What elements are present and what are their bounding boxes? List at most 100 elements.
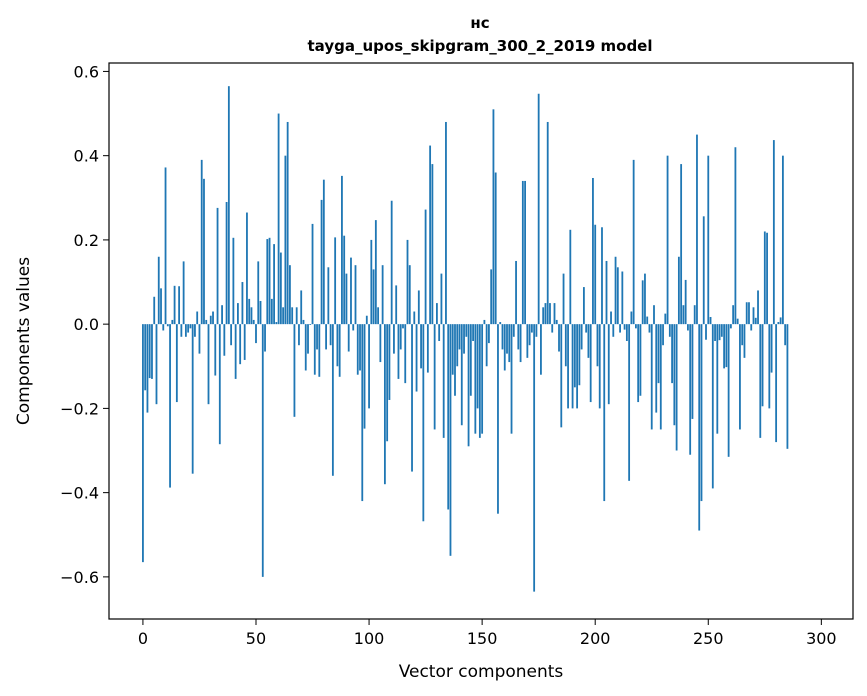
bar-106 xyxy=(381,265,384,325)
bar-220 xyxy=(639,324,642,396)
bar-211 xyxy=(619,324,621,333)
bar-91 xyxy=(347,324,350,352)
bar-195 xyxy=(582,287,585,325)
bar-80 xyxy=(322,179,325,325)
bar-68 xyxy=(295,307,298,325)
plot-frame xyxy=(108,62,854,620)
bar-71 xyxy=(302,319,305,325)
bar-29 xyxy=(207,324,210,405)
bar-88 xyxy=(341,175,343,325)
bar-277 xyxy=(768,324,771,409)
bar-128 xyxy=(431,164,434,325)
bar-219 xyxy=(637,324,640,403)
bar-233 xyxy=(668,324,671,337)
bar-207 xyxy=(610,311,612,325)
bar-160 xyxy=(503,324,506,371)
bar-142 xyxy=(463,324,465,354)
bar-90 xyxy=(345,273,348,325)
bar-210 xyxy=(616,267,619,325)
bar-35 xyxy=(221,305,223,325)
bar-190 xyxy=(571,324,574,409)
bar-97 xyxy=(361,324,364,502)
bar-4 xyxy=(151,324,153,379)
bar-134 xyxy=(445,121,447,325)
bar-278 xyxy=(770,324,773,373)
bar-256 xyxy=(720,324,723,337)
bar-56 xyxy=(268,237,271,325)
bar-157 xyxy=(497,324,499,514)
bar-237 xyxy=(677,256,680,325)
bar-24 xyxy=(196,311,199,325)
bar-67 xyxy=(293,324,296,417)
bar-150 xyxy=(481,324,484,434)
bar-26 xyxy=(200,159,203,325)
bar-45 xyxy=(243,324,246,360)
bar-185 xyxy=(560,324,563,428)
bar-179 xyxy=(546,121,549,325)
bar-122 xyxy=(417,290,420,325)
x-axis-ticks: 0 50 100 150 200 250 300 xyxy=(138,619,837,648)
bar-37 xyxy=(225,202,228,325)
bar-38 xyxy=(227,86,230,325)
y-tick-label-0: −0.6 xyxy=(60,568,99,587)
bar-148 xyxy=(476,324,479,409)
bar-167 xyxy=(519,324,522,363)
bar-181 xyxy=(551,324,554,333)
bar-48 xyxy=(250,307,253,325)
bar-245 xyxy=(696,134,698,325)
bar-40 xyxy=(232,237,235,325)
bar-236 xyxy=(675,324,678,451)
bar-30 xyxy=(209,315,212,325)
bar-85 xyxy=(334,237,337,325)
bar-5 xyxy=(153,296,156,325)
bar-153 xyxy=(488,324,490,344)
bar-78 xyxy=(318,324,321,377)
bar-28 xyxy=(205,319,208,325)
bar-94 xyxy=(354,265,357,325)
bar-266 xyxy=(743,324,746,358)
bar-58 xyxy=(273,244,275,325)
bars-group xyxy=(142,86,789,592)
bar-57 xyxy=(270,298,273,325)
bar-281 xyxy=(777,322,780,325)
bar-17 xyxy=(180,324,183,337)
x-tick-label-200: 200 xyxy=(580,629,611,648)
bar-50 xyxy=(255,324,257,344)
bar-235 xyxy=(673,324,676,426)
bar-230 xyxy=(662,324,664,346)
bar-107 xyxy=(383,324,386,485)
bar-64 xyxy=(286,121,289,325)
bar-41 xyxy=(234,324,237,379)
y-tick-label-3: 0.0 xyxy=(74,315,99,334)
bar-270 xyxy=(752,307,755,325)
bar-123 xyxy=(420,324,422,369)
bar-39 xyxy=(230,324,233,346)
bar-202 xyxy=(598,324,601,409)
bar-126 xyxy=(426,324,429,373)
bar-25 xyxy=(198,324,201,354)
bar-268 xyxy=(748,302,750,325)
bar-140 xyxy=(458,324,461,350)
bar-176 xyxy=(540,324,542,375)
bar-23 xyxy=(194,324,196,337)
bar-161 xyxy=(506,324,508,354)
bar-141 xyxy=(460,324,463,426)
y-tick-label-1: −0.4 xyxy=(60,484,99,503)
bar-260 xyxy=(729,324,732,329)
bar-239 xyxy=(682,305,685,325)
bar-208 xyxy=(612,324,615,337)
bar-112 xyxy=(395,285,398,325)
bar-43 xyxy=(239,324,242,365)
bar-77 xyxy=(316,324,318,350)
bar-51 xyxy=(257,261,260,325)
bar-218 xyxy=(635,324,637,329)
bar-87 xyxy=(338,324,341,377)
bar-62 xyxy=(282,307,285,325)
bar-224 xyxy=(648,324,651,333)
bar-242 xyxy=(689,324,692,455)
bar-83 xyxy=(329,324,332,346)
bar-129 xyxy=(433,324,436,430)
bar-234 xyxy=(671,324,673,384)
bar-279 xyxy=(772,140,775,325)
bar-66 xyxy=(291,307,294,325)
